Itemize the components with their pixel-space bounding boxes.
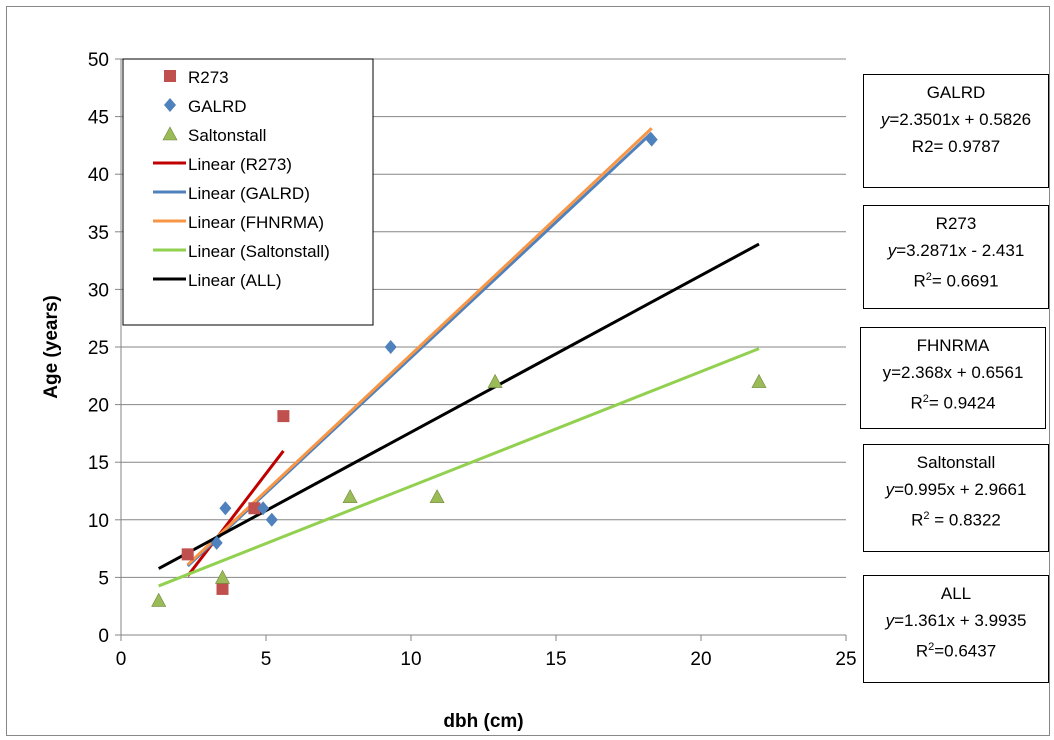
point-r273 [216,582,229,595]
equation-formula: y=2.3501x + 0.5826 [880,110,1032,129]
point-galrd [384,340,397,354]
legend-marker-r273 [164,70,176,82]
equation-box-saltonstall: Saltonstall y=0.995x + 2.9661 R2 = 0.832… [863,444,1049,552]
legend-marker-saltonstall [162,126,178,141]
y-tick-label: 50 [88,50,109,71]
legend-label: GALRD [188,97,247,116]
equation-formula: y=2.368x + 0.6561 [882,363,1024,382]
point-galrd [210,535,223,550]
y-tick-label: 25 [88,338,109,359]
trendline-fhnrma [186,127,653,566]
point-r273 [181,548,194,561]
x-axis-title: dbh (cm) [443,711,523,732]
equation-title: GALRD [926,83,986,102]
equation-title: FHNRMA [916,336,990,355]
point-r273 [277,410,290,423]
equation-title: R273 [935,214,977,233]
equation-r2: R2= 0.9787 [911,137,1001,156]
y-axis-title: Age (years) [41,295,62,399]
point-galrd [219,501,232,516]
equation-box-galrd: GALRD y=2.3501x + 0.5826 R2= 0.9787 [863,74,1049,188]
point-galrd [257,501,270,516]
equation-r2: R2=0.6437 [915,641,997,661]
point-saltonstall [342,489,358,504]
x-tick-label: 0 [116,649,127,670]
legend-label: R273 [188,68,229,87]
trendline-all [157,242,760,570]
y-tick-label: 45 [88,108,109,129]
x-tick-label: 20 [690,649,711,670]
equation-box-r273: R273 y=3.2871x - 2.431 R2= 0.6691 [863,205,1049,309]
x-tick-label: 25 [835,649,856,670]
legend-marker-galrd [164,98,176,112]
point-saltonstall [151,592,167,607]
legend-label: Saltonstall [188,126,266,145]
legend-label: Linear (Saltonstall) [188,242,330,261]
y-tick-label: 35 [88,223,109,244]
y-tick-label: 5 [98,568,109,589]
equation-box-fhnrma: FHNRMA y=2.368x + 0.6561 R2= 0.9424 [860,327,1046,429]
y-tick-label: 10 [88,511,109,532]
equation-formula: y=0.995x + 2.9661 [885,480,1027,499]
legend-label: Linear (GALRD) [188,184,310,203]
y-tick-label: 0 [98,626,109,647]
point-saltonstall [751,373,767,388]
y-tick-label: 15 [88,453,109,474]
point-r273 [248,502,261,515]
equation-box-all: ALL y=1.361x + 3.9935 R2=0.6437 [863,575,1049,683]
point-saltonstall [214,569,231,584]
point-galrd [265,512,278,527]
y-tick-label: 30 [88,280,109,301]
equation-r2: R2 = 0.8322 [911,510,1001,530]
legend-label: Linear (ALL) [188,271,282,290]
trendline-r273 [186,450,285,577]
equation-title: Saltonstall [916,453,996,472]
equation-formula: y=3.2871x - 2.431 [887,241,1025,260]
equation-title: ALL [940,584,972,603]
point-saltonstall [429,489,445,504]
legend-label: Linear (FHNRMA) [188,213,324,232]
trendline-saltonstall [158,347,760,588]
point-saltonstall [487,373,503,388]
point-galrd [645,132,658,147]
equation-formula: y=1.361x + 3.9935 [885,611,1027,630]
legend-label: Linear (R273) [188,155,292,174]
equation-r2: R2= 0.9424 [910,393,996,413]
y-tick-label: 20 [88,396,109,417]
x-tick-label: 5 [261,649,272,670]
x-tick-label: 10 [400,649,421,670]
y-tick-label: 40 [88,165,109,186]
equation-r2: R2= 0.6691 [913,271,999,291]
x-tick-label: 15 [545,649,566,670]
